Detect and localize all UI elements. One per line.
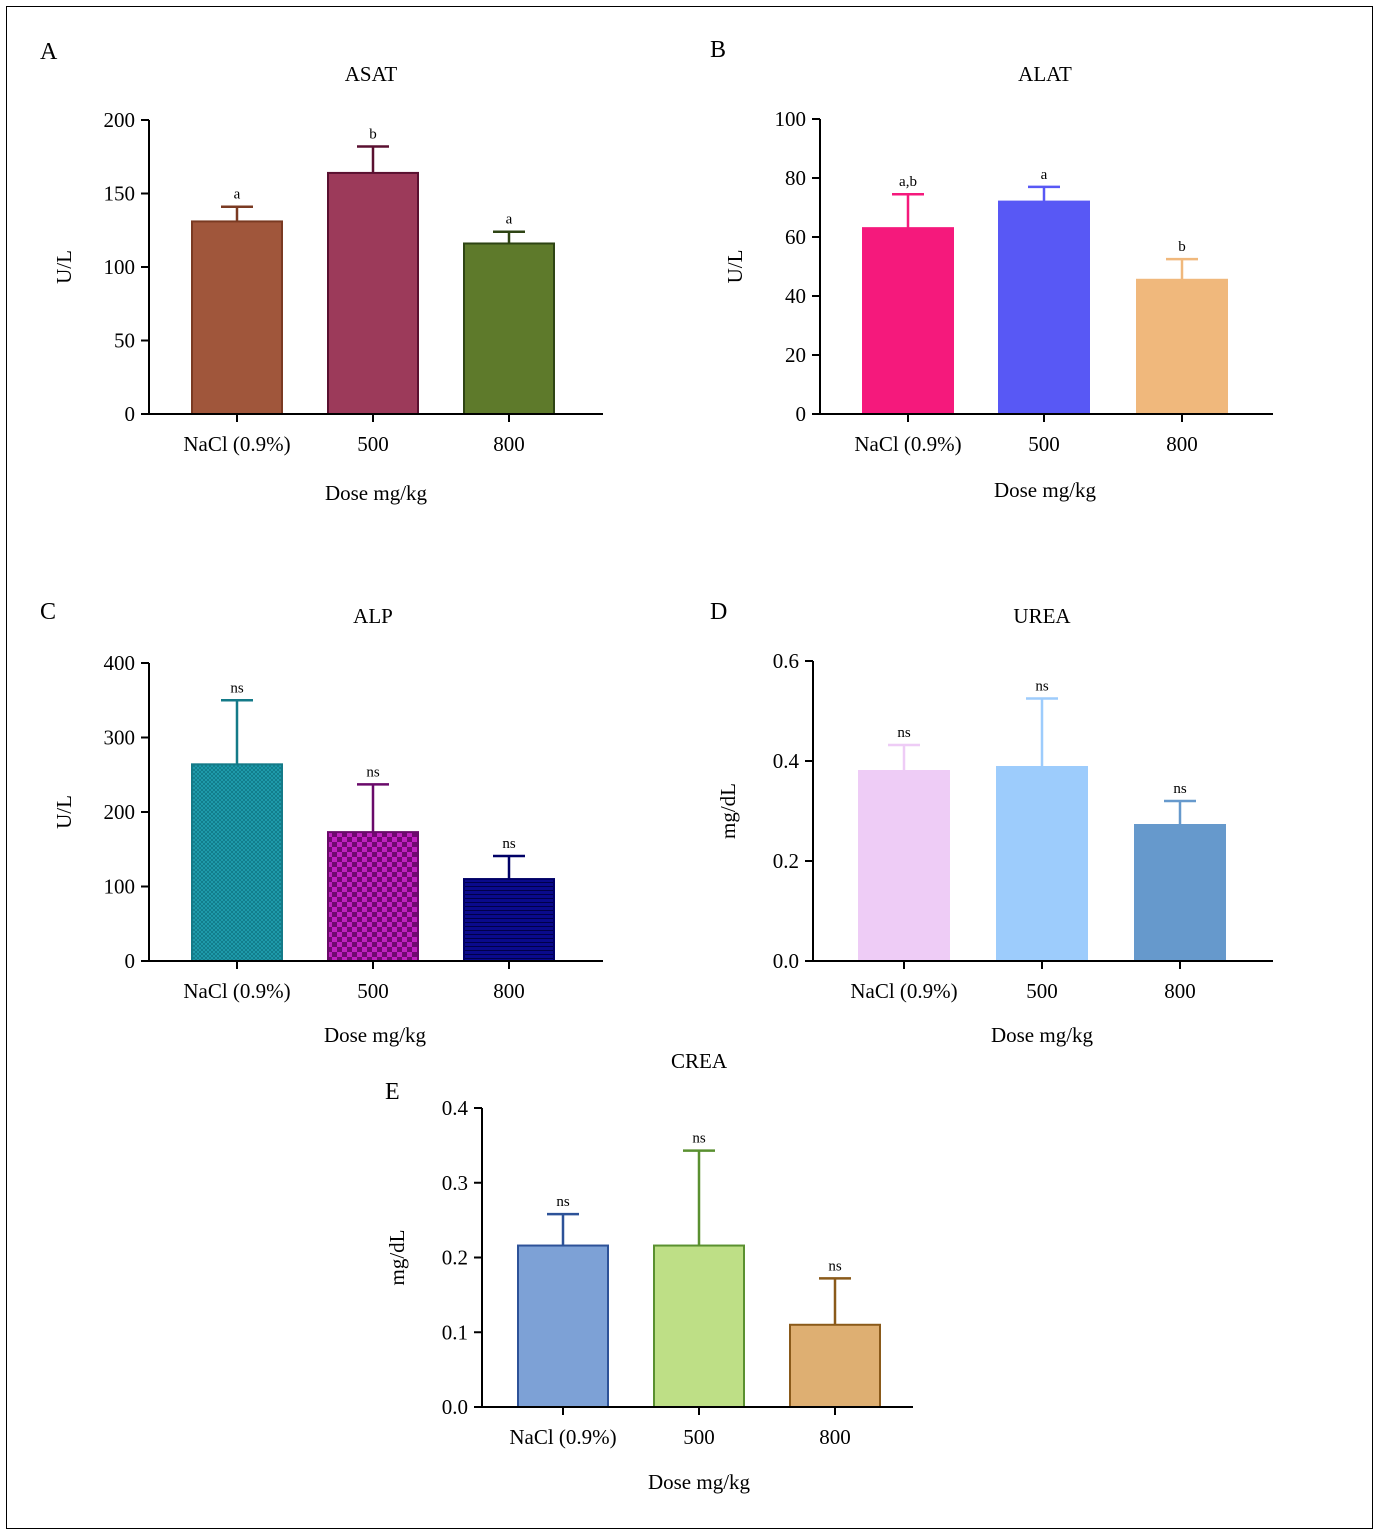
x-axis-label: Dose mg/kg	[648, 1470, 751, 1494]
chart-title: ALAT	[1018, 62, 1072, 86]
y-tick-label: 0.0	[442, 1395, 468, 1419]
bar	[653, 1244, 745, 1409]
y-tick-label: 300	[104, 726, 136, 750]
panel-label: E	[385, 1079, 400, 1105]
x-axis-label: Dose mg/kg	[324, 1023, 427, 1047]
significance-label: ns	[897, 725, 911, 741]
chart-panel-b: B ALAT a,b a b 0 20 40 60 80 100 NaCl (0.9%) 500 800 D…	[710, 37, 1273, 502]
significance-label: b	[1178, 239, 1186, 255]
x-axis-label: Dose mg/kg	[994, 478, 1097, 502]
bar	[191, 220, 283, 415]
x-tick-label: NaCl (0.9%)	[509, 1425, 616, 1449]
y-tick-label: 150	[104, 182, 136, 206]
chart-panel-d: D UREA ns ns ns 0.0 0.2 0.4 0.6 NaCl (0.9%) 500 800…	[710, 599, 1273, 1047]
bar	[996, 766, 1088, 962]
significance-label: ns	[556, 1194, 570, 1210]
significance-label: b	[369, 126, 377, 142]
y-tick-label: 40	[785, 284, 806, 308]
x-tick-label: 500	[357, 979, 389, 1003]
bar	[327, 171, 419, 415]
x-axis-label: Dose mg/kg	[325, 481, 428, 505]
chart-title: ASAT	[345, 62, 398, 86]
y-axis-label: U/L	[723, 250, 747, 284]
panel-label: A	[40, 39, 58, 65]
x-tick-label: 500	[1028, 432, 1060, 456]
significance-label: ns	[366, 764, 380, 780]
x-tick-label: 800	[493, 979, 525, 1003]
y-tick-label: 100	[775, 107, 807, 131]
chart-panel-c: C ALP ns ns ns 0 100 200 300 400 NaCl (0.9%) 500 800…	[40, 599, 603, 1047]
bar	[862, 227, 954, 415]
bar	[858, 770, 950, 962]
significance-label: a	[234, 187, 241, 203]
x-tick-label: NaCl (0.9%)	[850, 979, 957, 1003]
bar	[1136, 278, 1228, 415]
panel-label: C	[40, 599, 56, 625]
y-tick-label: 60	[785, 225, 806, 249]
x-tick-label: NaCl (0.9%)	[183, 432, 290, 456]
x-tick-label: NaCl (0.9%)	[183, 979, 290, 1003]
bar	[191, 763, 283, 962]
significance-label: ns	[692, 1131, 706, 1147]
bar	[998, 200, 1090, 415]
y-tick-label: 200	[104, 800, 136, 824]
y-tick-label: 200	[104, 108, 136, 132]
y-tick-label: 100	[104, 255, 136, 279]
chart-title: UREA	[1013, 604, 1071, 628]
y-tick-label: 50	[114, 329, 135, 353]
bar	[463, 242, 555, 415]
x-tick-label: 500	[1026, 979, 1058, 1003]
x-tick-label: 800	[493, 432, 525, 456]
y-tick-label: 0.1	[442, 1320, 468, 1344]
chart-panel-e: E CREA ns ns ns 0.0 0.1 0.2 0.3 0.4 NaCl (0.9%) 500…	[385, 1049, 913, 1494]
significance-label: ns	[1035, 679, 1049, 695]
y-tick-label: 400	[104, 651, 136, 675]
chart-panel-a: A ASAT a b a 0 50 100 150 200 NaCl (0.9%) 500 800 Dos…	[40, 39, 603, 505]
bar	[463, 878, 555, 962]
y-tick-label: 0.0	[773, 949, 799, 973]
x-axis-label: Dose mg/kg	[991, 1023, 1094, 1047]
y-axis-label: mg/dL	[385, 1230, 409, 1286]
y-tick-label: 80	[785, 166, 806, 190]
y-tick-label: 0	[796, 402, 807, 426]
panel-label: D	[710, 599, 727, 625]
panel-label: B	[710, 37, 726, 63]
y-axis-label: U/L	[52, 795, 76, 829]
y-tick-label: 0.6	[773, 649, 799, 673]
significance-label: ns	[230, 680, 244, 696]
y-tick-label: 0.2	[442, 1246, 468, 1270]
y-axis-label: mg/dL	[716, 783, 740, 839]
x-tick-label: 800	[819, 1425, 851, 1449]
y-tick-label: 0.4	[773, 749, 800, 773]
significance-label: a	[506, 212, 513, 228]
x-tick-label: 500	[683, 1425, 715, 1449]
y-tick-label: 0.3	[442, 1171, 468, 1195]
x-tick-label: NaCl (0.9%)	[854, 432, 961, 456]
y-tick-label: 0.4	[442, 1096, 469, 1120]
x-tick-label: 800	[1166, 432, 1198, 456]
bar	[1134, 824, 1226, 962]
significance-label: ns	[502, 836, 516, 852]
y-tick-label: 100	[104, 875, 136, 899]
chart-title: CREA	[671, 1049, 728, 1073]
y-tick-label: 0.2	[773, 849, 799, 873]
chart-title: ALP	[353, 604, 393, 628]
bar	[517, 1244, 609, 1409]
figure-frame: A ASAT a b a 0 50 100 150 200 NaCl (0.9%) 500 800 Dos…	[6, 6, 1373, 1529]
significance-label: ns	[828, 1258, 842, 1274]
y-tick-label: 0	[125, 402, 136, 426]
significance-label: a,b	[899, 174, 917, 190]
bar	[327, 831, 419, 962]
significance-label: ns	[1173, 781, 1187, 797]
y-tick-label: 0	[125, 949, 136, 973]
y-axis-label: U/L	[52, 250, 76, 284]
x-tick-label: 500	[357, 432, 389, 456]
x-tick-label: 800	[1164, 979, 1196, 1003]
y-tick-label: 20	[785, 343, 806, 367]
bar	[789, 1323, 881, 1409]
significance-label: a	[1041, 167, 1048, 183]
